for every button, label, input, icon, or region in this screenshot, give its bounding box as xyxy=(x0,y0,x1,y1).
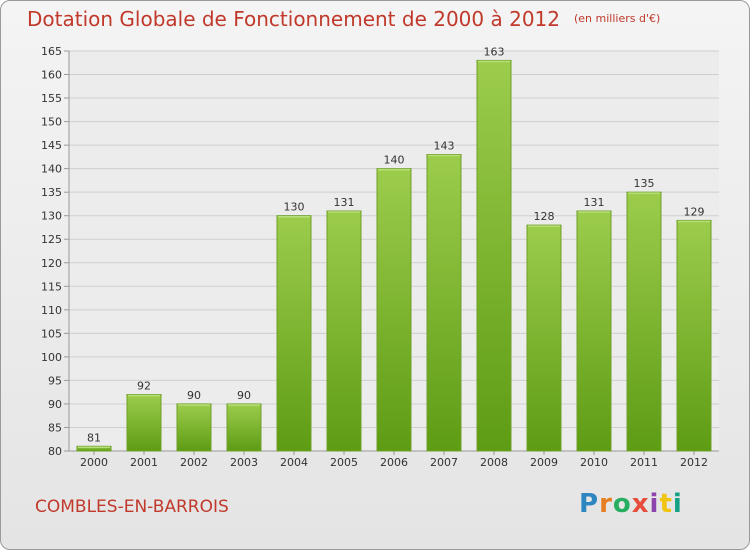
bar xyxy=(376,168,412,452)
proxiti-logo: Proxiti xyxy=(579,489,683,519)
x-tick-label: 2009 xyxy=(530,456,558,469)
y-tick-label: 80 xyxy=(48,445,62,458)
value-label: 135 xyxy=(634,177,655,190)
x-tick-label: 2007 xyxy=(430,456,458,469)
x-tick-label: 2000 xyxy=(80,456,108,469)
value-label: 81 xyxy=(87,431,101,444)
chart-title-text: Dotation Globale de Fonctionnement de 20… xyxy=(27,7,560,31)
bar xyxy=(426,154,462,452)
y-tick-label: 155 xyxy=(41,92,62,105)
y-tick-label: 165 xyxy=(41,45,62,58)
y-tick-label: 160 xyxy=(41,69,62,82)
value-label: 92 xyxy=(137,380,151,393)
value-label: 131 xyxy=(334,196,355,209)
x-tick-label: 2004 xyxy=(280,456,308,469)
bar xyxy=(76,445,112,452)
bars xyxy=(76,59,712,452)
x-tick-label: 2010 xyxy=(580,456,608,469)
value-label: 90 xyxy=(237,389,251,402)
bar xyxy=(326,210,362,452)
y-tick-label: 120 xyxy=(41,257,62,270)
x-tick-label: 2008 xyxy=(480,456,508,469)
logo-letter: t xyxy=(659,489,673,519)
value-label: 140 xyxy=(384,154,405,167)
y-tick-label: 110 xyxy=(41,304,62,317)
value-label: 129 xyxy=(684,205,705,218)
x-tick-label: 2006 xyxy=(380,456,408,469)
bar xyxy=(676,219,712,452)
bar xyxy=(576,210,612,452)
y-tick-label: 100 xyxy=(41,351,62,364)
bar xyxy=(276,215,312,452)
y-tick-label: 130 xyxy=(41,210,62,223)
axes: 80 85 90 95 100 105 110 115 120 125 130 135 140 145 15… xyxy=(41,45,719,469)
labels: 81 92 90 90 130 131 140 143 163 128 131 135 129 xyxy=(87,45,705,444)
value-label: 90 xyxy=(187,389,201,402)
y-tick-label: 85 xyxy=(48,421,62,434)
value-label: 130 xyxy=(284,201,305,214)
x-tick-label: 2001 xyxy=(130,456,158,469)
y-tick-label: 125 xyxy=(41,233,62,246)
logo-letter: x xyxy=(631,489,650,519)
chart-unit-note: (en milliers d'€) xyxy=(574,12,661,25)
y-tick-label: 140 xyxy=(41,163,62,176)
x-tick-label: 2005 xyxy=(330,456,358,469)
bar xyxy=(226,403,262,452)
y-tick-label: 115 xyxy=(41,280,62,293)
commune-name: COMBLES-EN-BARROIS xyxy=(35,497,229,517)
y-tick-label: 105 xyxy=(41,327,62,340)
x-tick-label: 2012 xyxy=(680,456,708,469)
value-label: 143 xyxy=(434,140,455,153)
logo-letter: P xyxy=(579,489,600,519)
bar xyxy=(176,403,212,452)
x-tick-label: 2011 xyxy=(630,456,658,469)
value-label: 163 xyxy=(484,45,505,58)
y-tick-label: 145 xyxy=(41,139,62,152)
logo-letter: i xyxy=(672,489,683,519)
logo-letter: o xyxy=(612,489,632,519)
value-label: 128 xyxy=(534,210,555,223)
bar xyxy=(526,224,562,452)
y-tick-label: 150 xyxy=(41,116,62,129)
logo-letter: i xyxy=(649,489,660,519)
value-label: 131 xyxy=(584,196,605,209)
bar xyxy=(626,191,662,452)
y-tick-label: 95 xyxy=(48,374,62,387)
y-tick-label: 90 xyxy=(48,398,62,411)
bar xyxy=(126,394,162,452)
x-tick-label: 2003 xyxy=(230,456,258,469)
logo-letter: r xyxy=(599,489,613,519)
x-tick-label: 2002 xyxy=(180,456,208,469)
chart-title: Dotation Globale de Fonctionnement de 20… xyxy=(27,7,660,31)
y-tick-label: 135 xyxy=(41,186,62,199)
bar xyxy=(476,59,512,452)
